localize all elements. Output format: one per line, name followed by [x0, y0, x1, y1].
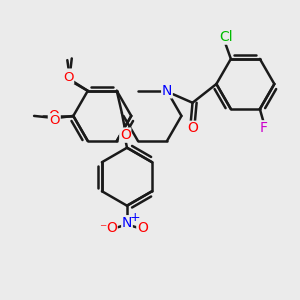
- Text: O: O: [50, 114, 60, 127]
- Text: O: O: [187, 121, 198, 135]
- Text: N: N: [162, 84, 172, 98]
- Text: ⁻: ⁻: [99, 223, 107, 237]
- Text: F: F: [259, 121, 267, 135]
- Text: O: O: [48, 109, 59, 123]
- Text: +: +: [129, 211, 140, 224]
- Text: O: O: [137, 221, 148, 235]
- Text: Cl: Cl: [219, 30, 232, 44]
- Text: N: N: [122, 216, 132, 230]
- Text: O: O: [62, 69, 73, 83]
- Text: O: O: [63, 71, 74, 84]
- Text: O: O: [106, 221, 117, 235]
- Text: O: O: [120, 128, 131, 142]
